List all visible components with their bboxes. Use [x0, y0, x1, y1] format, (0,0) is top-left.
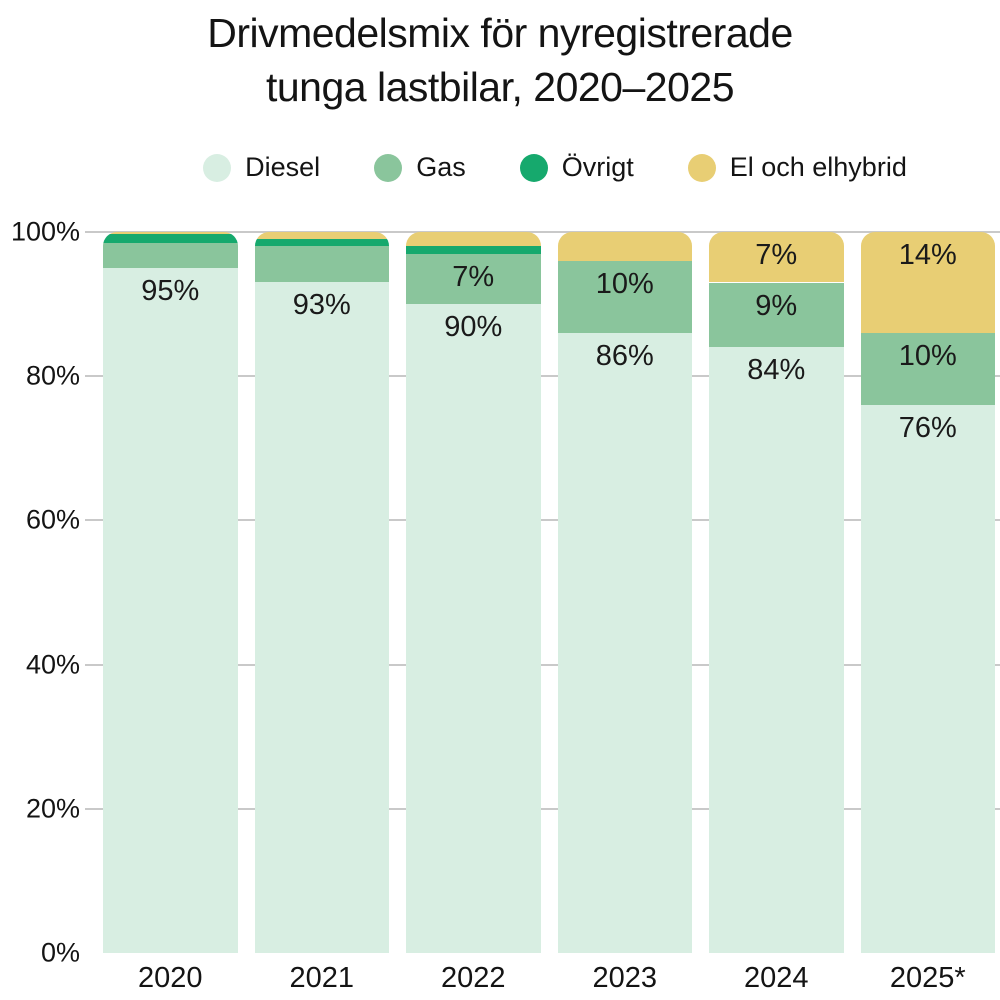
segment-el-och-elhybrid[interactable]: [103, 232, 238, 235]
y-axis: 0% 20% 40% 60% 80% 100%: [0, 217, 80, 968]
legend-item-diesel[interactable]: Diesel: [203, 152, 320, 183]
legend-swatch-icon: [203, 153, 232, 182]
bar-2022[interactable]: 90% 7%: [406, 232, 541, 953]
segment-diesel[interactable]: 95%: [103, 268, 238, 953]
plot-bars: 95% 93% 90% 7% 86% 10% 84% 9% 7% 76% 10% 14%: [103, 232, 995, 953]
y-tick-label: 40%: [25, 649, 80, 680]
gridline-100: [85, 231, 1000, 233]
segment-diesel[interactable]: 90%: [406, 304, 541, 953]
segment-ovrigt[interactable]: [103, 234, 238, 243]
x-tick-label: 2021: [289, 962, 354, 994]
legend-swatch-icon: [519, 153, 548, 182]
legend-item-el-och-elhybrid[interactable]: El och elhybrid: [687, 152, 907, 183]
segment-value-label: 90%: [444, 311, 503, 344]
legend-swatch-icon: [374, 153, 403, 182]
chart-title-line-1: Drivmedelsmix för nyregistrerade: [207, 10, 793, 56]
legend-label: Gas: [416, 152, 466, 182]
chart-title-line-2: tunga lastbilar, 2020–2025: [265, 64, 735, 110]
legend-swatch-icon: [687, 153, 716, 182]
segment-value-label: 76%: [898, 412, 957, 445]
gridline-80: [85, 375, 1000, 378]
legend-item-ovrigt[interactable]: Övrigt: [519, 152, 634, 183]
segment-value-label: 95%: [141, 275, 200, 308]
segment-el-och-elhybrid[interactable]: 7%: [709, 232, 844, 283]
segment-diesel[interactable]: 84%: [709, 347, 844, 953]
legend-label: Övrigt: [561, 152, 634, 182]
bar-2025[interactable]: 76% 10% 14%: [860, 232, 995, 953]
x-tick-label: 2024: [743, 962, 809, 994]
segment-value-label: 10%: [898, 339, 957, 372]
segment-ovrigt[interactable]: [406, 246, 541, 254]
y-tick-label: 20%: [25, 793, 80, 824]
segment-value-label: 10%: [595, 267, 654, 300]
segment-value-label: 7%: [755, 239, 798, 272]
segment-value-label: 14%: [898, 239, 957, 272]
x-axis: 2020 2021 2022 2023 2024 2025*: [103, 962, 995, 995]
y-tick-label: 60%: [25, 504, 80, 535]
x-tick-label: 2022: [440, 962, 506, 994]
bar-2023[interactable]: 86% 10%: [557, 232, 692, 953]
bar-2024[interactable]: 84% 9% 7%: [709, 232, 844, 953]
segment-gas[interactable]: 7%: [406, 253, 541, 305]
legend: Diesel Gas Övrigt El och elhybrid: [110, 152, 1000, 183]
legend-label: El och elhybrid: [729, 152, 907, 182]
segment-el-och-elhybrid[interactable]: [254, 232, 389, 240]
segment-value-label: 93%: [292, 289, 351, 322]
gridline-20: [85, 807, 1000, 810]
segment-value-label: 9%: [755, 289, 798, 322]
x-tick-label: 2020: [137, 962, 203, 994]
legend-item-gas[interactable]: Gas: [374, 152, 466, 183]
x-tick-label: 2025*: [889, 962, 966, 994]
segment-ovrigt[interactable]: [254, 239, 389, 247]
segment-value-label: 86%: [595, 339, 654, 372]
segment-gas[interactable]: 10%: [860, 332, 995, 406]
x-tick-label: 2023: [592, 962, 657, 994]
legend-label: Diesel: [245, 152, 321, 182]
bar-2020[interactable]: 95%: [103, 232, 238, 953]
bar-2021[interactable]: 93%: [254, 232, 389, 953]
segment-el-och-elhybrid[interactable]: [557, 232, 692, 261]
segment-value-label: 84%: [747, 354, 806, 387]
gridline-60: [85, 519, 1000, 522]
segment-el-och-elhybrid[interactable]: 14%: [860, 232, 995, 333]
y-tick-label: 100%: [10, 216, 80, 247]
y-tick-label: 80%: [25, 360, 80, 391]
segment-gas[interactable]: 9%: [709, 282, 844, 348]
segment-el-och-elhybrid[interactable]: [406, 232, 541, 247]
grid-layer: [85, 231, 1000, 953]
gridline-40: [85, 663, 1000, 666]
segment-diesel[interactable]: 86%: [557, 332, 692, 953]
y-tick-label: 0%: [40, 937, 80, 968]
segment-gas[interactable]: [254, 246, 389, 283]
segment-gas[interactable]: [103, 242, 238, 269]
chart-title: Drivmedelsmix för nyregistrerade tunga l…: [0, 6, 1000, 114]
segment-diesel[interactable]: 93%: [254, 282, 389, 953]
segment-diesel[interactable]: 76%: [860, 405, 995, 953]
segment-value-label: 7%: [452, 260, 495, 293]
segment-gas[interactable]: 10%: [557, 260, 692, 333]
